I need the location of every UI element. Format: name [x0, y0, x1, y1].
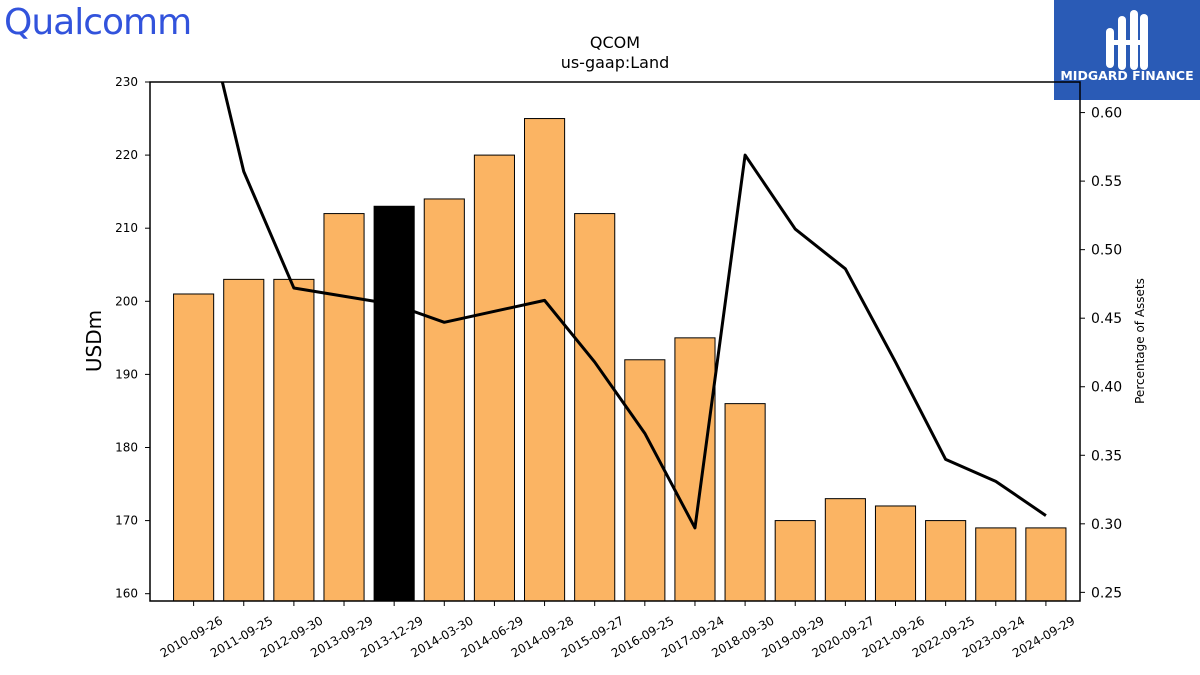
bar: [473, 154, 515, 601]
bar: [574, 213, 616, 601]
bar-series: [173, 118, 1067, 601]
y2-tick-label: 0.25: [1091, 585, 1122, 601]
bar: [774, 520, 816, 601]
bar: [173, 293, 215, 601]
y-axis-label: USDm: [82, 310, 106, 372]
midgard-finance-logo: MIDGARD FINANCE: [1054, 0, 1200, 100]
y-tick-label: 230: [115, 75, 138, 89]
y-tick-label: 180: [115, 440, 138, 454]
qualcomm-logo: Qualcomm: [4, 2, 192, 43]
bar: [1025, 527, 1067, 601]
bar: [423, 198, 465, 601]
chart-title: QCOM: [590, 33, 640, 52]
bar: [724, 403, 766, 601]
bar: [273, 278, 315, 601]
line-series: [220, 82, 1047, 530]
bar: [975, 527, 1017, 601]
bar: [323, 213, 365, 601]
bar: [874, 505, 917, 601]
axes: [149, 81, 1081, 602]
y2-axis-ticks: 0.25 0.30 0.35 0.40 0.45 0.50 0.55 0.60: [1080, 106, 1122, 601]
bar: [223, 278, 265, 601]
y2-tick-label: 0.35: [1091, 448, 1122, 464]
y2-tick-label: 0.30: [1091, 517, 1122, 533]
y2-tick-label: 0.40: [1091, 380, 1122, 396]
midgard-wordmark: MIDGARD FINANCE: [1060, 68, 1194, 83]
y2-tick-label: 0.55: [1091, 174, 1122, 190]
y-tick-label: 200: [115, 294, 138, 308]
bar: [824, 498, 866, 601]
plot-frame: [149, 81, 1081, 602]
midgard-mark-icon: [1106, 10, 1148, 70]
bar: [373, 205, 415, 601]
y2-tick-label: 0.45: [1091, 311, 1122, 327]
bar: [925, 520, 967, 601]
y2-axis-label: Percentage of Assets: [1133, 278, 1147, 404]
y-axis-ticks: 160 170 180 190 200 210 220 230: [115, 75, 150, 601]
chart-subtitle: us-gaap:Land: [561, 53, 670, 72]
y-tick-label: 160: [115, 587, 138, 601]
bar: [524, 118, 566, 601]
y2-tick-label: 0.60: [1091, 106, 1122, 122]
y-tick-label: 170: [115, 514, 138, 528]
y-tick-label: 220: [115, 148, 138, 162]
bar: [674, 337, 716, 601]
y2-tick-label: 0.50: [1091, 243, 1122, 259]
bar: [624, 359, 666, 601]
y-tick-label: 190: [115, 367, 138, 381]
x-axis-ticks: 2010-09-262011-09-252012-09-302013-09-29…: [158, 601, 1077, 660]
y-tick-label: 210: [115, 221, 138, 235]
percentage-line: [220, 82, 1047, 530]
